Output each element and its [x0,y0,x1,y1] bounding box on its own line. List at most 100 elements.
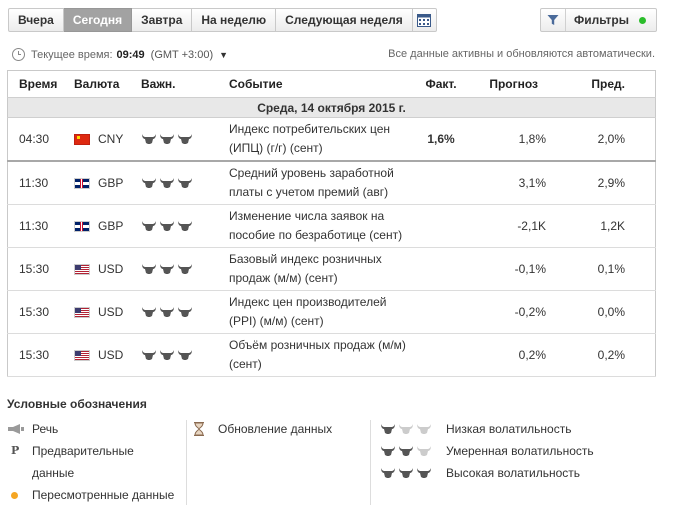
legend-column-2: Обновление данных [193,418,332,440]
event-importance [141,117,229,162]
importance-bulls [141,220,229,232]
event-title[interactable]: Базовый индекс розничных продаж (м/м) (с… [229,247,411,291]
bull-icon [142,134,156,144]
bull-icon [160,264,174,274]
event-actual: 1,6% [411,117,471,162]
legend-revised: Пересмотренные данные [7,484,174,506]
importance-bulls [141,263,229,275]
bull-icon [142,307,156,317]
col-header-event: Событие [229,70,411,98]
bull-icon [417,424,431,434]
importance-bulls [141,306,229,318]
event-importance [141,204,229,248]
table-row[interactable]: 15:30 USD Объём розничных продаж (м/м) (се… [7,333,656,377]
event-title[interactable]: Изменение числа заявок на пособие по без… [229,204,411,248]
flag-us-icon [74,306,90,318]
col-header-currency: Валюта [74,70,141,98]
bull-icon [381,424,395,434]
revised-dot-icon [11,491,18,499]
event-currency: GBP [74,161,141,205]
event-title[interactable]: Индекс потребительских цен (ИПЦ) (г/г) (… [229,117,411,162]
flag-gb-icon [74,220,90,232]
event-time: 15:30 [7,290,74,334]
event-previous: 1,2K [551,204,656,248]
bull-icon [399,446,413,456]
bull-icon [142,264,156,274]
clock-icon [12,48,25,61]
calendar-button[interactable] [412,8,437,32]
event-previous: 2,0% [551,117,656,162]
event-actual [411,161,471,205]
calendar-icon [417,13,432,27]
tab-next-week[interactable]: Следующая неделя [276,8,413,32]
legend-preliminary-label-1: Предварительные [32,444,134,458]
event-forecast: -0,2% [471,290,551,334]
legend-divider-1 [186,420,187,505]
event-actual [411,290,471,334]
importance-bulls [141,133,229,145]
filters-label: Фильтры [564,9,629,31]
bull-icon [142,221,156,231]
currency-code: GBP [98,219,124,233]
event-time: 04:30 [7,117,74,162]
current-time-value: 09:49 [116,48,145,61]
event-currency: CNY [74,117,141,162]
event-forecast: 3,1% [471,161,551,205]
event-title[interactable]: Индекс цен производителей (PPI) (м/м) (с… [229,290,411,334]
flag-us-icon [74,263,90,275]
event-forecast: -0,1% [471,247,551,291]
high-volatility-icon [380,462,436,484]
tab-yesterday[interactable]: Вчера [8,8,64,32]
preliminary-icon: P [11,444,20,457]
legend-low-volatility-label: Низкая волатильность [446,422,572,436]
event-importance [141,333,229,377]
flag-cn-icon [74,133,90,145]
legend-update-label: Обновление данных [218,422,333,436]
event-currency: USD [74,333,141,377]
filters-button[interactable]: Фильтры [539,8,657,32]
bull-icon [178,307,192,317]
table-row[interactable]: 04:30 CNY Индекс потребительских цен (ИПЦ)… [7,117,656,162]
table-row[interactable]: 15:30 USD Базовый индекс розничных продаж … [7,247,656,291]
event-time: 11:30 [7,204,74,248]
event-importance [141,290,229,334]
auto-update-note: Все данные активны и обновляются автомат… [388,48,655,60]
table-row[interactable]: 15:30 USD Индекс цен производителей (PPI) … [7,290,656,334]
event-title[interactable]: Объём розничных продаж (м/м) (сент) [229,333,411,377]
event-previous: 2,9% [551,161,656,205]
event-forecast: -2,1K [471,204,551,248]
col-header-previous: Пред. [551,70,656,98]
event-importance [141,161,229,205]
table-row[interactable]: 11:30 GBP Изменение числа заявок на пособи… [7,204,656,248]
event-previous: 0,0% [551,290,656,334]
moderate-volatility-icon [380,440,436,462]
tab-this-week[interactable]: На неделю [192,8,277,32]
event-currency: USD [74,247,141,291]
event-title[interactable]: Средний уровень заработной платы с учето… [229,161,411,205]
event-time: 15:30 [7,247,74,291]
currency-code: USD [98,262,124,276]
table-header-row: Время Валюта Важн. Событие Факт. Прогноз… [7,70,656,98]
chevron-down-icon[interactable]: ▼ [219,49,229,60]
bull-icon [399,424,413,434]
event-actual [411,204,471,248]
bull-icon [160,307,174,317]
legend-moderate-volatility-label: Умеренная волатильность [446,444,594,458]
legend-high-volatility: Высокая волатильность [380,462,594,484]
economic-calendar-table: Время Валюта Важн. Событие Факт. Прогноз… [7,70,656,377]
bull-icon [142,178,156,188]
tab-tomorrow[interactable]: Завтра [132,8,193,32]
table-row[interactable]: 11:30 GBP Средний уровень заработной платы… [7,161,656,205]
bull-icon [178,264,192,274]
legend-speech-label: Речь [32,422,59,436]
bull-icon [142,350,156,360]
event-forecast: 0,2% [471,333,551,377]
legend-column-1: Речь P Предварительные данные Пересмотре… [7,418,174,506]
event-importance [141,247,229,291]
importance-bulls [141,177,229,189]
tab-today[interactable]: Сегодня [63,8,133,32]
currency-code: CNY [98,132,124,146]
event-previous: 0,2% [551,333,656,377]
current-time-bar: Текущее время: 09:49 (GMT +3:00) ▼ [12,48,228,61]
bull-icon [160,221,174,231]
